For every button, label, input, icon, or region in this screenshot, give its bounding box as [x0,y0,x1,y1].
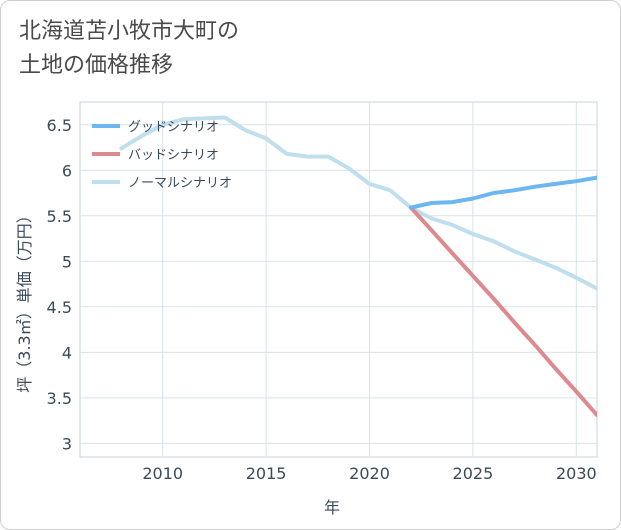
chart-title-line1: 北海道苫小牧市大町の [19,19,240,44]
series-line-bad [408,205,597,418]
y-tick-label: 3.5 [47,389,72,408]
legend-item-bad: バッドシナリオ [92,148,219,163]
chart-title-line2: 土地の価格推移 [19,53,174,78]
chart-title: 北海道苫小牧市大町の 土地の価格推移 [19,15,239,83]
legend-label: ノーマルシナリオ [128,176,232,191]
x-axis-title: 年 [324,498,340,517]
legend-item-good: グッドシナリオ [92,120,219,135]
y-tick-labels: 3 3.5 4 4.5 5 5.5 6 6.5 [47,116,72,454]
y-tick-label: 4.5 [47,298,72,317]
x-tick-labels: 2010 2015 2020 2025 2030 [142,464,596,483]
y-tick-label: 6.5 [47,116,72,135]
series-lines [119,115,597,418]
y-tick-label: 6 [62,161,72,180]
y-axis-title: 坪（3.3㎡）単価（万円） [15,207,34,392]
y-tick-label: 3 [62,434,72,453]
series-line-normal [119,115,597,291]
legend-label: グッドシナリオ [128,120,219,135]
y-tick-label: 4 [62,343,72,362]
legend-item-normal: ノーマルシナリオ [92,176,232,191]
x-tick-label: 2030 [556,464,597,483]
grid-lines [80,102,597,457]
legend-label: バッドシナリオ [128,148,219,163]
x-tick-label: 2010 [142,464,183,483]
y-tick-label: 5.5 [47,207,72,226]
x-tick-label: 2015 [246,464,287,483]
x-tick-label: 2020 [349,464,390,483]
y-tick-label: 5 [62,252,72,271]
series-line-good [408,175,597,210]
x-tick-label: 2025 [453,464,494,483]
